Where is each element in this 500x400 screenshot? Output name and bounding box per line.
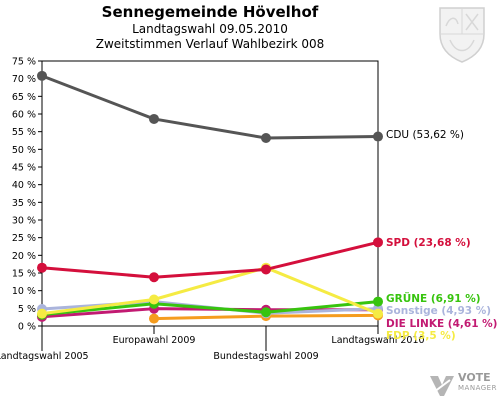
y-tick-label: 25 %	[12, 233, 36, 244]
series-end-label: GRÜNE (6,91 %)	[386, 291, 481, 305]
y-tick-label: 45 %	[12, 163, 36, 174]
series-line	[40, 266, 380, 316]
data-point	[261, 307, 271, 318]
data-point	[261, 133, 271, 144]
x-tick-label: Landtagswahl 2005	[0, 351, 89, 362]
data-point	[373, 308, 383, 319]
data-point	[149, 313, 159, 324]
x-tick-label: Europawahl 2009	[113, 335, 196, 346]
y-tick-label: 55 %	[12, 127, 36, 138]
y-tick-label: 70 %	[12, 74, 36, 85]
y-tick-label: 15 %	[12, 269, 36, 280]
y-tick-label: 5 %	[18, 304, 36, 315]
data-point	[149, 294, 159, 305]
y-tick-label: 40 %	[12, 180, 36, 191]
y-tick-label: 30 %	[12, 216, 36, 227]
chart-title: Sennegemeinde Hövelhof	[101, 3, 319, 21]
data-point	[373, 237, 383, 248]
series-line	[40, 300, 380, 317]
x-tick-label: Landtagswahl 2010	[331, 335, 424, 346]
y-tick-label: 0 %	[18, 322, 36, 333]
data-point	[261, 264, 271, 275]
series-end-label: CDU (53,62 %)	[386, 129, 464, 141]
y-tick-label: 35 %	[12, 198, 36, 209]
y-tick-label: 65 %	[12, 92, 36, 103]
y-tick-label: 10 %	[12, 286, 36, 297]
plot-frame	[41, 60, 379, 327]
data-point	[373, 131, 383, 142]
brand-name: VOTE	[458, 371, 491, 384]
series-end-label: Sonstige (4,93 %)	[386, 305, 491, 317]
data-point	[37, 308, 47, 319]
data-point	[37, 262, 47, 273]
votemanager-logo-icon	[430, 376, 454, 396]
series-end-label: SPD (23,68 %)	[386, 237, 471, 249]
coat-of-arms-icon	[439, 7, 485, 63]
data-point	[149, 113, 159, 124]
y-tick-label: 20 %	[12, 251, 36, 262]
y-tick-label: 50 %	[12, 145, 36, 156]
y-tick-label: 60 %	[12, 110, 36, 121]
series-line	[40, 240, 380, 279]
data-point	[373, 296, 383, 307]
data-point	[149, 272, 159, 283]
x-tick-label: Bundestagswahl 2009	[213, 351, 318, 362]
chart-subtitle-election: Landtagswahl 09.05.2010	[132, 22, 288, 36]
series-end-label: FDP (3,5 %)	[386, 330, 456, 342]
data-point	[37, 70, 47, 81]
series-end-label: DIE LINKE (4,61 %)	[386, 318, 497, 330]
brand-sub: MANAGER	[458, 384, 497, 392]
votemanager-logo: VOTE MANAGER	[458, 372, 497, 394]
series-line	[40, 74, 380, 140]
chart-subtitle-district: Zweitstimmen Verlauf Wahlbezirk 008	[95, 37, 325, 51]
y-tick-label: 75 %	[12, 57, 36, 68]
